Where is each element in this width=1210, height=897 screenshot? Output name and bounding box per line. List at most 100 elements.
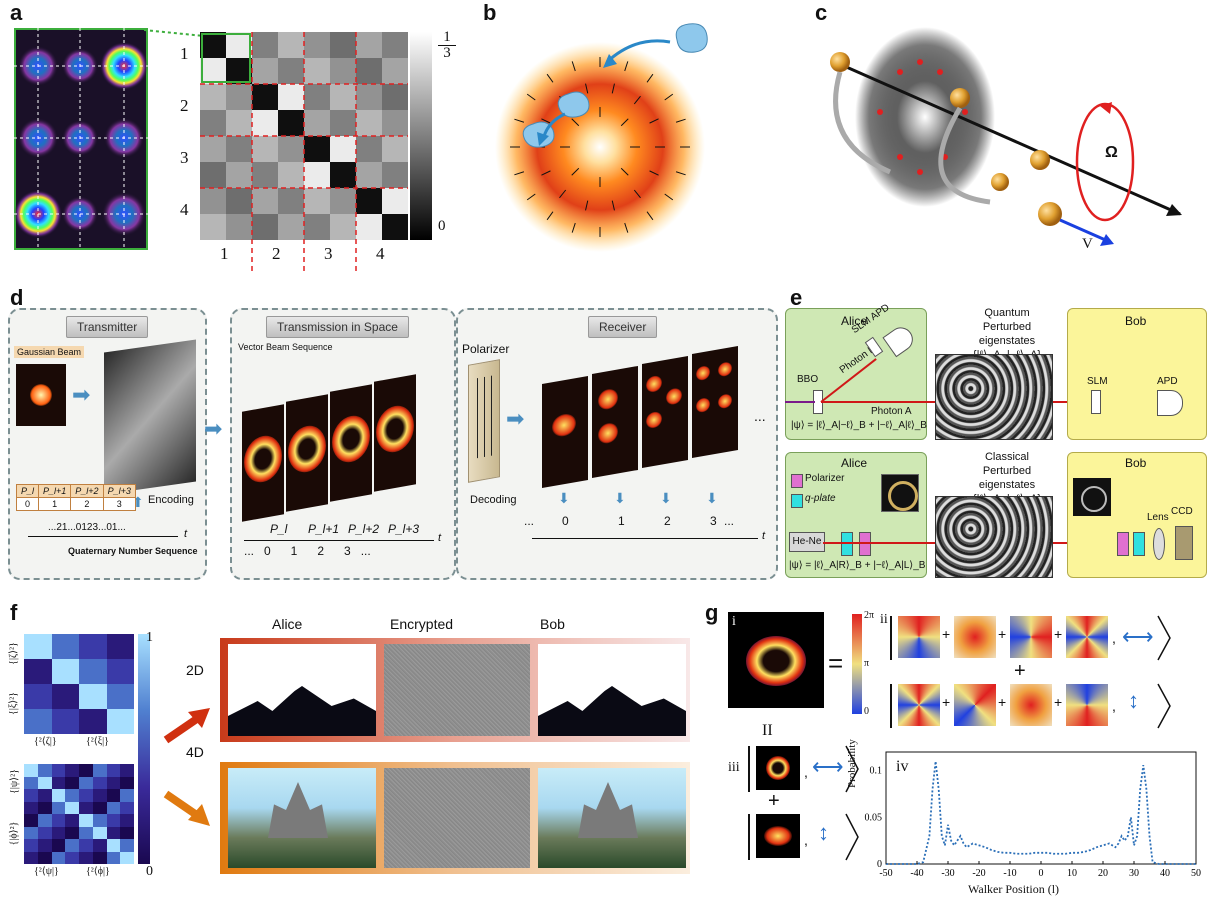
label-i: i [732, 614, 736, 629]
matrix-cell [278, 188, 304, 214]
phase-2pi: 2π [864, 610, 875, 621]
ylabel: {|ϕ⟩²} [8, 821, 20, 846]
row-4d-label: 4D [186, 744, 204, 760]
arrow-right-icon: ➡ [506, 406, 525, 431]
label-iii: iii [728, 760, 740, 775]
x-tick-label: -50 [879, 868, 892, 879]
heatmap-cell [79, 814, 93, 827]
time-axis-1 [28, 536, 178, 537]
heatmap-cell [51, 764, 66, 777]
recv-value: 2 [664, 514, 671, 528]
vector-beam-frame [242, 404, 284, 522]
heatmap-cell [106, 776, 121, 789]
heatmap-cell [120, 814, 134, 827]
heatmap-cell [92, 826, 107, 839]
x-tick-label: 0 [1039, 868, 1044, 879]
matrix-cell [226, 58, 252, 84]
phase-tile [1010, 616, 1052, 658]
psi-classical: |ψ⟩ = |ℓ⟩_A|R⟩_B + |−ℓ⟩_A|L⟩_B [789, 560, 926, 571]
matrix-cell [278, 136, 304, 162]
heatmap-cell [79, 826, 93, 839]
recv-value: 3 [710, 514, 717, 528]
matrix-cell [356, 58, 382, 84]
heatmap-cell [51, 801, 66, 814]
matrix-cell [200, 136, 226, 162]
plus-sign: + [1054, 694, 1063, 710]
recv-value: ... [524, 514, 535, 528]
heatmap-cell [106, 634, 134, 659]
recv-value: 0 [562, 514, 569, 528]
polarizer-element [468, 359, 500, 483]
phase-tile [1010, 684, 1052, 726]
matrix-cell [278, 58, 304, 84]
heatmap-cell [120, 801, 134, 814]
heatmap-cell [92, 839, 107, 852]
p-label: P_l+3 [388, 522, 420, 536]
transmitter-title: Transmitter [66, 316, 149, 338]
slm-bob-label: SLM [1087, 376, 1108, 387]
matrix-cell [304, 136, 330, 162]
heatmap-cell [92, 814, 107, 827]
ket-bar [748, 746, 750, 792]
field-arrow [514, 171, 525, 176]
velocity-label: V [1082, 236, 1093, 252]
matrix-cell [252, 58, 278, 84]
row-label-1: 1 [180, 44, 189, 63]
col-label-1: 1 [220, 244, 229, 263]
field-arrow [585, 83, 589, 94]
qplate-legend-label: q-plate [805, 493, 836, 504]
row-arrows [163, 708, 210, 826]
heatmap-cell [106, 764, 121, 777]
photon-a-label: Photon A [871, 406, 912, 417]
field-arrow [559, 189, 567, 199]
matrix-cell [200, 84, 226, 110]
t-label-3: t [762, 530, 766, 542]
hologram-stack-image [104, 339, 196, 495]
crosstalk-matrix [200, 32, 408, 240]
gaussian-beam-image [16, 364, 66, 426]
field-arrow [675, 171, 686, 176]
field-arrow [571, 118, 580, 127]
matrix-cell [304, 32, 330, 58]
field-arrow [633, 95, 641, 105]
zoom-connector [144, 29, 204, 37]
encrypted-4d-image [384, 768, 530, 868]
heatmap-cell [79, 776, 93, 789]
pump-beam [785, 401, 815, 403]
matrix-cell [356, 84, 382, 110]
heatmap-cell [120, 851, 134, 864]
x-tick-label: -30 [941, 868, 954, 879]
heatmap-cell [51, 634, 79, 659]
encoding-label: Encoding [148, 494, 194, 506]
plus-sign: + [942, 694, 951, 710]
cb-bottom: 0 [146, 864, 153, 879]
field-arrow [649, 118, 659, 124]
transmission-title: Transmission in Space [266, 316, 409, 338]
matrix-cell [304, 58, 330, 84]
comma: , [804, 764, 808, 780]
matrix-cell [226, 84, 252, 110]
matrix-cell [226, 214, 252, 240]
matrix-cell [356, 188, 382, 214]
table-cell: 2 [70, 497, 104, 511]
recv-value: ... [724, 514, 735, 528]
matrix-cell [252, 84, 278, 110]
heatmap-cell [51, 684, 79, 709]
y-tick-label: 0 [877, 859, 882, 870]
ket-bar [890, 616, 892, 660]
receiver-frame [692, 345, 738, 459]
probability-series [886, 761, 1196, 865]
heatmap-cell [24, 776, 38, 789]
heatmap-cell [37, 789, 52, 802]
x-tick-label: -10 [1003, 868, 1016, 879]
panel-label-e: e [790, 285, 803, 310]
matrix-cell [304, 162, 330, 188]
field-arrow [546, 211, 554, 221]
heatmap-cell [65, 801, 79, 814]
heatmap-cell [24, 709, 52, 734]
matrix-cell [278, 162, 304, 188]
matrix-cell [382, 136, 408, 162]
field-arrow [664, 93, 674, 101]
panel-f: 1 0 {|ζ⟩²} {|ξ⟩²} {²⟨ζ|} {²⟨ξ|} {|ψ⟩²} {… [0, 616, 700, 896]
table-cell: 0 [15, 497, 40, 511]
